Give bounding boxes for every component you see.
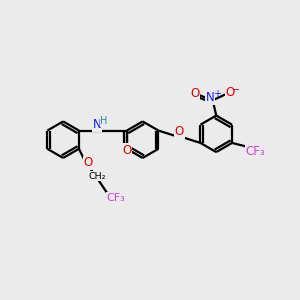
Text: O: O	[83, 156, 92, 169]
Text: −: −	[232, 85, 240, 95]
Text: CH₂: CH₂	[88, 172, 106, 181]
Text: N: N	[93, 118, 101, 131]
Text: H: H	[100, 116, 108, 126]
Text: O: O	[190, 87, 200, 100]
Text: N: N	[206, 92, 215, 104]
Text: O: O	[225, 86, 234, 99]
Text: CF₃: CF₃	[246, 145, 266, 158]
Text: O: O	[175, 125, 184, 138]
Text: +: +	[213, 89, 221, 99]
Text: O: O	[122, 144, 131, 157]
Text: CF₃: CF₃	[106, 193, 125, 203]
